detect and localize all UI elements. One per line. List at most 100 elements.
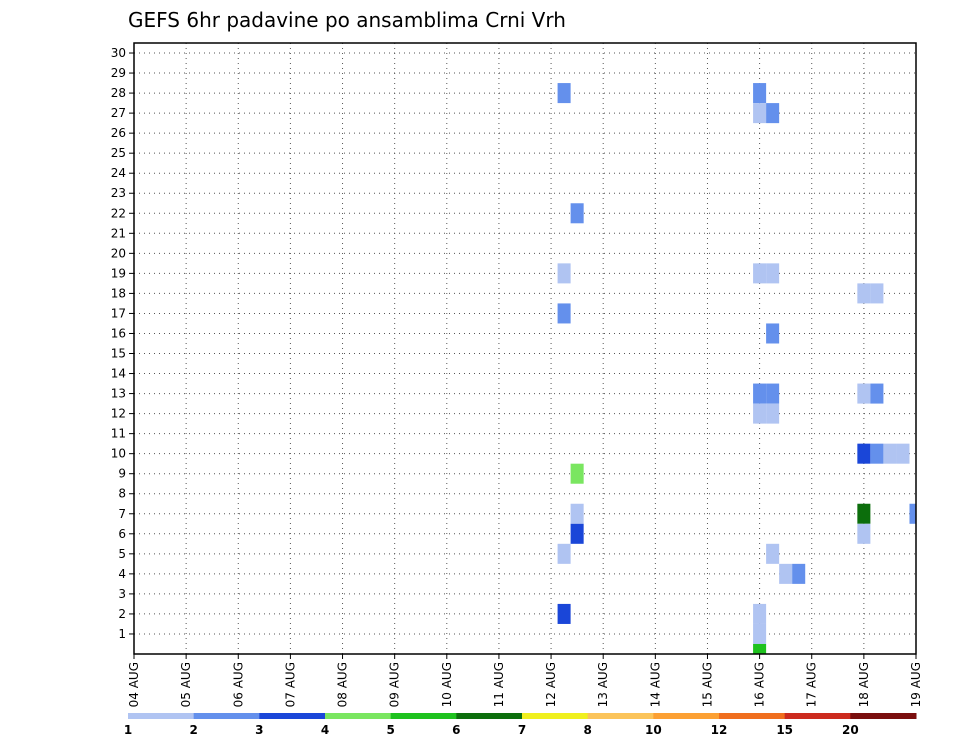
y-tick-label: 5 xyxy=(118,547,126,561)
colorbar-label: 7 xyxy=(518,723,526,737)
colorbar-swatch xyxy=(850,713,917,719)
precip-cell xyxy=(857,383,871,404)
grid-lines xyxy=(134,43,916,654)
colorbar-swatch xyxy=(719,713,786,719)
y-tick-label: 9 xyxy=(118,467,126,481)
precip-cell xyxy=(883,443,897,464)
y-tick-label: 22 xyxy=(111,206,126,220)
colorbar-swatch xyxy=(587,713,654,719)
y-tick-label: 13 xyxy=(111,387,126,401)
colorbar-label: 20 xyxy=(842,723,859,737)
precip-cell xyxy=(753,603,767,624)
precip-cell xyxy=(896,443,910,464)
precip-cell xyxy=(557,303,571,324)
y-tick-label: 1 xyxy=(118,627,126,641)
x-tick-label: 18 AUG xyxy=(857,662,871,707)
precip-cell xyxy=(792,563,806,584)
y-tick-label: 7 xyxy=(118,507,126,521)
x-tick-label: 05 AUG xyxy=(179,662,193,707)
y-tick-label: 6 xyxy=(118,527,126,541)
colorbar-label: 4 xyxy=(321,723,329,737)
y-tick-label: 24 xyxy=(111,166,126,180)
x-tick-label: 04 AUG xyxy=(127,662,141,707)
precip-cell xyxy=(766,263,780,284)
y-tick-label: 20 xyxy=(111,246,126,260)
precip-cell xyxy=(753,623,767,644)
colorbar-swatch xyxy=(128,713,195,719)
precipitation-cells xyxy=(557,83,916,654)
precip-cell xyxy=(753,83,767,104)
precip-cell xyxy=(766,543,780,564)
y-tick-label: 14 xyxy=(111,367,126,381)
y-tick-label: 16 xyxy=(111,326,126,340)
precip-cell xyxy=(766,323,780,344)
y-tick-label: 2 xyxy=(118,607,126,621)
precip-cell xyxy=(753,263,767,284)
precip-cell xyxy=(870,383,884,404)
precip-cell xyxy=(557,603,571,624)
colorbar-label: 3 xyxy=(255,723,263,737)
precip-cell xyxy=(570,463,584,484)
colorbar-swatch xyxy=(390,713,457,719)
y-tick-label: 26 xyxy=(111,126,126,140)
x-axis-ticks: 04 AUG 05 AUG 06 AUG 07 AUG 08 AUG 09 AUG 10 A… xyxy=(127,654,923,707)
colorbar-label: 6 xyxy=(452,723,460,737)
y-tick-label: 30 xyxy=(111,46,126,60)
precip-cell xyxy=(570,523,584,544)
colorbar-swatch xyxy=(653,713,720,719)
colorbar-swatch xyxy=(522,713,589,719)
x-tick-label: 12 AUG xyxy=(544,662,558,707)
x-tick-label: 14 AUG xyxy=(648,662,662,707)
precip-cell xyxy=(766,383,780,404)
precip-cell xyxy=(870,283,884,304)
x-tick-label: 06 AUG xyxy=(231,662,245,707)
precip-cell xyxy=(570,503,584,524)
precip-cell xyxy=(753,103,767,124)
colorbar-swatch xyxy=(259,713,326,719)
colorbar-swatch xyxy=(193,713,260,719)
plot-frame xyxy=(133,42,917,655)
y-tick-label: 12 xyxy=(111,407,126,421)
x-tick-label: 08 AUG xyxy=(336,662,350,707)
x-tick-label: 10 AUG xyxy=(440,662,454,707)
precip-cell xyxy=(753,643,767,654)
y-tick-label: 17 xyxy=(111,306,126,320)
precip-cell xyxy=(570,203,584,224)
precip-cell xyxy=(557,263,571,284)
x-tick-label: 15 AUG xyxy=(700,662,714,707)
precip-cell xyxy=(766,103,780,124)
colorbar-label: 12 xyxy=(711,723,728,737)
y-tick-label: 11 xyxy=(111,427,126,441)
x-tick-label: 19 AUG xyxy=(909,662,923,707)
colorbar-label: 1 xyxy=(124,723,132,737)
y-tick-label: 10 xyxy=(111,447,126,461)
y-tick-label: 4 xyxy=(118,567,126,581)
precip-cell xyxy=(557,83,571,104)
y-tick-label: 23 xyxy=(111,186,126,200)
y-tick-label: 21 xyxy=(111,226,126,240)
y-tick-label: 19 xyxy=(111,266,126,280)
precip-cell xyxy=(909,503,916,524)
y-tick-label: 3 xyxy=(118,587,126,601)
x-tick-label: 09 AUG xyxy=(388,662,402,707)
precip-cell xyxy=(753,403,767,424)
precip-cell xyxy=(766,403,780,424)
x-tick-label: 13 AUG xyxy=(596,662,610,707)
y-axis-ticks: 1234567891011121314151617181920212223242… xyxy=(111,46,134,641)
x-tick-label: 17 AUG xyxy=(805,662,819,707)
colorbar-label: 8 xyxy=(583,723,591,737)
y-tick-label: 25 xyxy=(111,146,126,160)
x-tick-label: 11 AUG xyxy=(492,662,506,707)
colorbar-swatch xyxy=(456,713,523,719)
precip-cell xyxy=(857,503,871,524)
y-tick-label: 27 xyxy=(111,106,126,120)
y-tick-label: 15 xyxy=(111,347,126,361)
colorbar-swatch xyxy=(784,713,851,719)
y-tick-label: 28 xyxy=(111,86,126,100)
precip-cell xyxy=(557,543,571,564)
precip-cell xyxy=(870,443,884,464)
precip-cell xyxy=(857,443,871,464)
chart-title: GEFS 6hr padavine po ansamblima Crni Vrh xyxy=(128,8,566,32)
precip-cell xyxy=(779,563,793,584)
